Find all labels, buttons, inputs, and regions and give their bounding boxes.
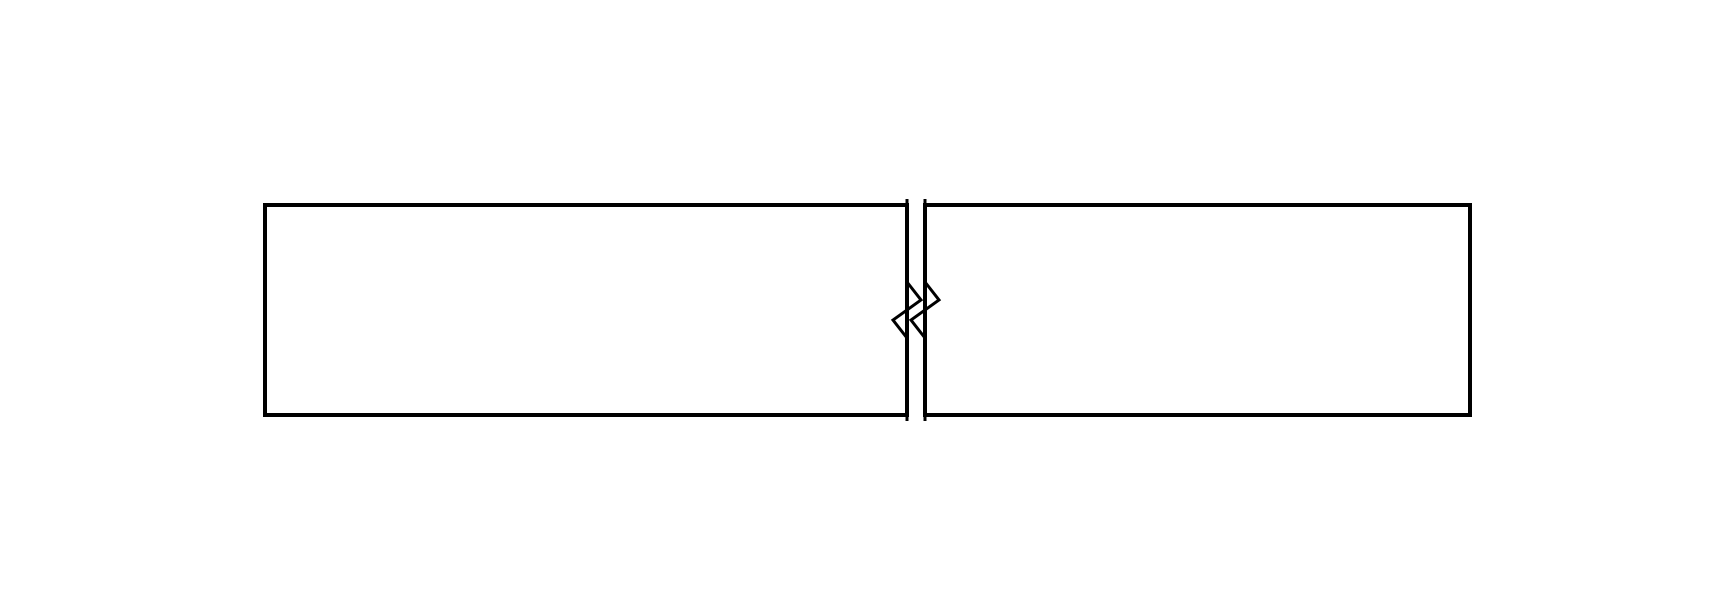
membrane-body	[265, 199, 1470, 421]
flow-label: Flow	[0, 0, 34, 4]
body-left-half	[265, 205, 907, 415]
membrane-dimension-diagram: L L1 L1 d D	[0, 0, 1713, 609]
body-right-half	[925, 205, 1470, 415]
